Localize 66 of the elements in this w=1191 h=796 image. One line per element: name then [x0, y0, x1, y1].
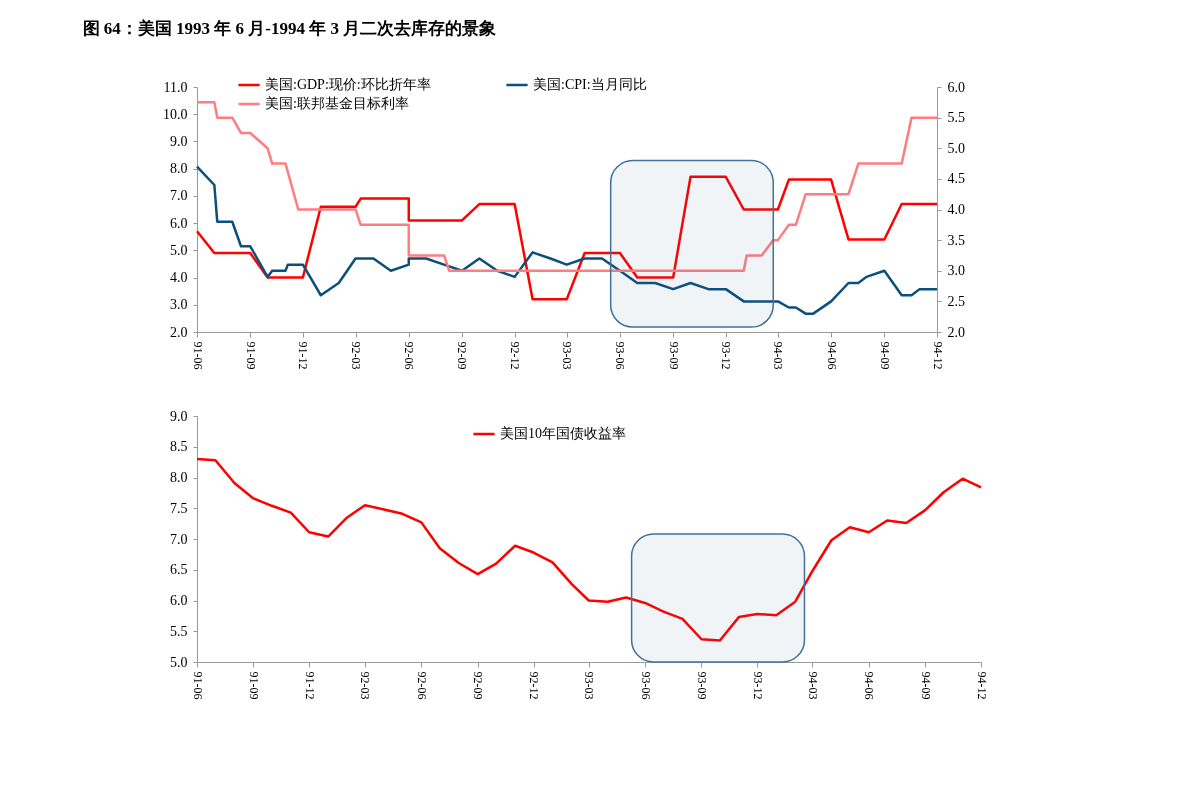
legend-label: 美国:联邦基金目标利率	[265, 96, 409, 111]
x-tick-label: 92-03	[349, 341, 364, 370]
y-tick-label: 5.5	[170, 623, 188, 639]
y-tick-label: 8.5	[170, 439, 188, 455]
x-tick-label: 94-06	[862, 671, 877, 700]
x-tick-label: 92-09	[471, 671, 486, 700]
y-tick-label: 6.0	[170, 593, 188, 608]
y-tick-label: 5.0	[170, 654, 188, 670]
y-tick-label: 9.0	[170, 408, 188, 424]
x-tick-label: 94-03	[771, 341, 786, 370]
y2-tick-label: 5.5	[947, 110, 965, 126]
y-tick-label: 7.5	[170, 500, 188, 516]
y-tick-label: 9.0	[170, 133, 188, 149]
y-tick-label: 8.0	[170, 161, 188, 177]
x-tick-label: 93-06	[613, 341, 628, 370]
y-tick-label: 11.0	[163, 79, 188, 95]
y2-tick-label: 2.0	[947, 324, 965, 340]
legend-label: 美国10年国债收益率	[500, 426, 626, 441]
chart-title: 图 64：美国 1993 年 6 月-1994 年 3 月二次去库存的景象	[82, 19, 497, 38]
y2-tick-label: 4.0	[947, 202, 965, 217]
x-tick-label: 91-12	[296, 341, 311, 370]
x-tick-label: 92-06	[402, 341, 417, 370]
legend-label: 美国:CPI:当月同比	[533, 77, 647, 92]
y2-tick-label: 6.0	[947, 79, 965, 95]
x-tick-label: 94-09	[918, 671, 933, 700]
x-tick-label: 93-06	[638, 671, 653, 700]
x-tick-label: 93-12	[719, 341, 734, 370]
x-tick-label: 91-09	[243, 341, 258, 370]
x-tick-label: 94-06	[824, 341, 839, 370]
x-tick-label: 92-09	[455, 341, 470, 370]
x-tick-label: 93-12	[750, 671, 765, 700]
y2-tick-label: 3.5	[947, 232, 965, 248]
x-tick-label: 93-03	[560, 341, 575, 370]
y-tick-label: 3.0	[170, 297, 188, 313]
y2-tick-label: 4.5	[947, 171, 965, 187]
x-tick-label: 91-06	[190, 341, 205, 370]
line-series	[195, 457, 983, 642]
y-tick-label: 10.0	[163, 106, 188, 122]
y-tick-label: 8.0	[170, 470, 188, 485]
x-tick-label: 94-12	[974, 671, 989, 700]
line-series	[195, 175, 939, 301]
x-tick-label: 92-06	[414, 671, 429, 700]
x-tick-label: 93-09	[694, 671, 709, 700]
x-tick-label: 92-12	[527, 671, 542, 700]
y-tick-label: 5.0	[170, 242, 188, 258]
x-tick-label: 93-09	[666, 341, 681, 370]
y-tick-label: 7.0	[170, 188, 188, 204]
line-series	[195, 165, 939, 315]
x-tick-label: 91-12	[302, 671, 317, 700]
y-tick-label: 6.0	[170, 215, 188, 231]
x-tick-label: 94-03	[805, 671, 820, 700]
y-tick-label: 6.5	[170, 562, 188, 578]
x-tick-label: 93-03	[582, 671, 597, 700]
y-tick-label: 2.0	[170, 324, 188, 340]
x-tick-label: 91-09	[246, 671, 261, 700]
y-tick-label: 7.0	[170, 531, 188, 547]
y2-tick-label: 3.0	[947, 263, 965, 279]
y-tick-label: 4.0	[170, 270, 188, 286]
y2-tick-label: 2.5	[947, 293, 965, 309]
x-tick-label: 92-03	[358, 671, 373, 700]
x-tick-label: 94-09	[877, 341, 892, 370]
x-tick-label: 94-12	[930, 341, 945, 370]
legend-label: 美国:GDP:现价:环比折年率	[265, 77, 431, 92]
x-tick-label: 91-06	[190, 671, 205, 700]
x-tick-label: 92-12	[508, 341, 523, 370]
y2-tick-label: 5.0	[947, 140, 965, 156]
